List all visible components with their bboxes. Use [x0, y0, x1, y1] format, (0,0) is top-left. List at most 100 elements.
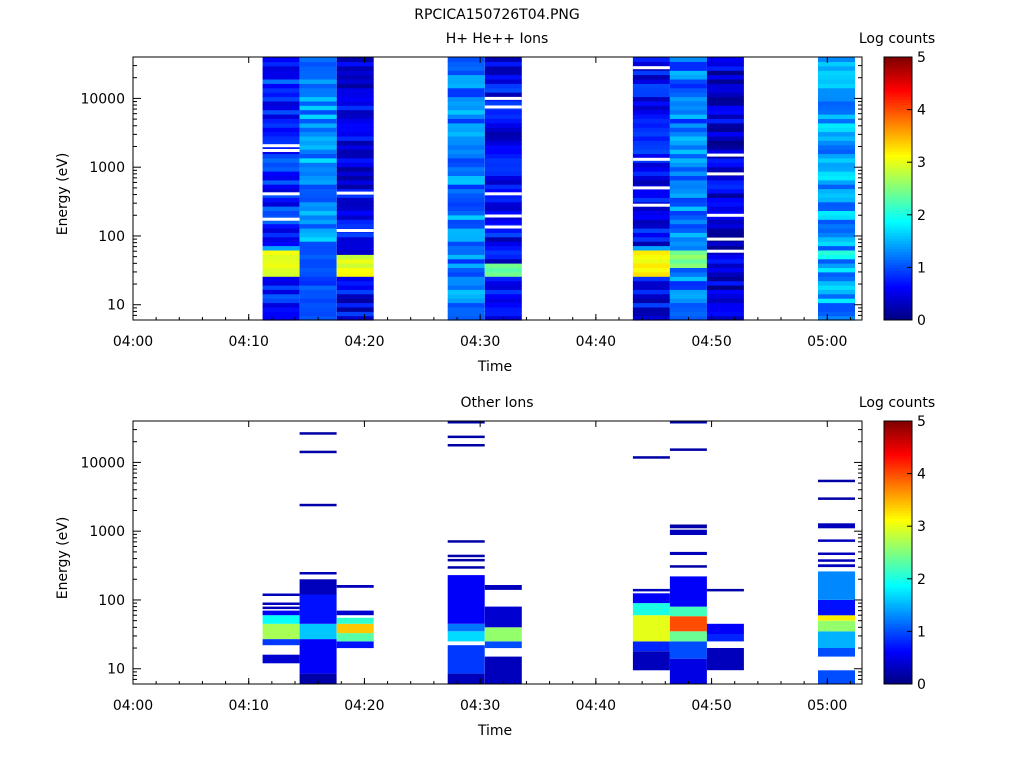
- heatmap-cell: [299, 65, 337, 71]
- heatmap-cell: [262, 179, 300, 185]
- heatmap-cell: [632, 588, 670, 592]
- heatmap-cell: [632, 249, 670, 255]
- heatmap-cell: [336, 179, 374, 185]
- heatmap-cell: [706, 179, 744, 185]
- heatmap-cell: [336, 610, 374, 616]
- heatmap-cell: [706, 263, 744, 268]
- heatmap-cell: [669, 267, 707, 273]
- heatmap-cell: [818, 197, 855, 203]
- heatmap-cell: [669, 61, 707, 67]
- heatmap-cell: [447, 298, 485, 304]
- heatmap-empty-bin: [262, 144, 300, 148]
- heatmap-cell: [447, 673, 485, 684]
- heatmap-cell: [336, 641, 374, 649]
- colorbar-segment: [884, 312, 912, 316]
- colorbar-tick-label: 5: [917, 50, 926, 66]
- heatmap-cell: [336, 210, 374, 216]
- heatmap-cell: [484, 656, 522, 684]
- heatmap-cell: [484, 197, 522, 203]
- heatmap-cell: [262, 284, 300, 290]
- heatmap-cell: [262, 175, 300, 181]
- heatmap-empty-bin: [484, 192, 522, 196]
- colorbar-segment: [884, 109, 912, 113]
- heatmap-cell: [632, 241, 670, 247]
- heatmap-cell: [262, 267, 300, 273]
- colorbar-segment: [884, 473, 912, 477]
- heatmap-cell: [632, 267, 670, 273]
- heatmap-cell: [818, 127, 855, 133]
- heatmap-cell: [447, 258, 485, 264]
- heatmap-column: [262, 593, 300, 664]
- heatmap-cell: [262, 166, 300, 172]
- heatmap-cell: [447, 201, 485, 207]
- heatmap-cell: [669, 551, 707, 555]
- colorbar-segment: [884, 531, 912, 535]
- heatmap-cell: [262, 639, 300, 646]
- heatmap-empty-bin: [632, 203, 670, 207]
- heatmap-cell: [818, 232, 855, 238]
- heatmap-cell: [632, 74, 670, 80]
- heatmap-cell: [299, 579, 337, 595]
- heatmap-cell: [262, 249, 300, 255]
- heatmap-cell: [669, 302, 707, 308]
- heatmap-cell: [632, 83, 670, 89]
- colorbar-segment: [884, 428, 912, 433]
- heatmap-cell: [818, 105, 855, 111]
- heatmap-cell: [447, 232, 485, 238]
- colorbar-segment: [884, 306, 912, 310]
- colorbar: 0 1 2 3 4 5: [883, 50, 926, 329]
- heatmap-cell: [669, 616, 707, 632]
- heatmap-cell: [484, 267, 522, 273]
- heatmap-cell: [669, 271, 707, 277]
- colorbar-segment: [884, 259, 912, 263]
- colorbar-segment: [884, 421, 912, 425]
- colorbar-segment: [884, 636, 912, 640]
- heatmap-cell: [336, 249, 374, 255]
- colorbar-segment: [884, 254, 912, 258]
- heatmap-cell: [632, 70, 670, 76]
- colorbar-segment: [884, 85, 912, 90]
- heatmap-cell: [336, 633, 374, 642]
- heatmap-cell: [818, 670, 855, 684]
- heatmap-empty-bin: [632, 186, 670, 190]
- colorbar-segment: [884, 502, 912, 506]
- heatmap-cell: [262, 263, 300, 268]
- heatmap-cell: [262, 83, 300, 89]
- heatmap-cell: [632, 92, 670, 98]
- heatmap-cell: [818, 92, 855, 98]
- heatmap-cell: [706, 258, 744, 264]
- y-tick-label: 100: [98, 229, 125, 245]
- heatmap-cell: [447, 157, 485, 163]
- heatmap-cell: [706, 306, 744, 312]
- heatmap-cell: [447, 78, 485, 84]
- colorbar-segment: [884, 225, 912, 229]
- heatmap-cell: [299, 311, 337, 317]
- heatmap-cell: [632, 166, 670, 172]
- colorbar-tick-label: 0: [917, 313, 926, 329]
- heatmap-cell: [632, 603, 670, 616]
- colorbar-segment: [884, 497, 912, 501]
- colorbar-segment: [884, 206, 912, 211]
- heatmap-cell: [336, 192, 374, 198]
- heatmap-cell: [299, 271, 337, 277]
- heatmap-cell: [262, 201, 300, 207]
- colorbar-segment: [884, 262, 912, 266]
- heatmap-cell: [484, 236, 522, 242]
- colorbar-segment: [884, 434, 912, 438]
- heatmap-cell: [632, 302, 670, 308]
- heatmap-cell: [632, 100, 670, 106]
- heatmap-cell: [669, 78, 707, 84]
- heatmap-cell: [262, 280, 300, 286]
- heatmap-cell: [632, 78, 670, 84]
- heatmap-cell: [336, 298, 374, 304]
- colorbar-segment: [884, 457, 912, 461]
- heatmap-cell: [484, 298, 522, 304]
- heatmap-cell: [669, 284, 707, 290]
- heatmap-cell: [706, 175, 744, 181]
- heatmap-cell: [336, 65, 374, 71]
- heatmap-cell: [669, 171, 707, 176]
- colorbar-segment: [884, 552, 912, 556]
- panel-other-ions: Other Ions Log counts Time Energy (eV) 0…: [55, 395, 935, 739]
- heatmap-cell: [447, 435, 485, 439]
